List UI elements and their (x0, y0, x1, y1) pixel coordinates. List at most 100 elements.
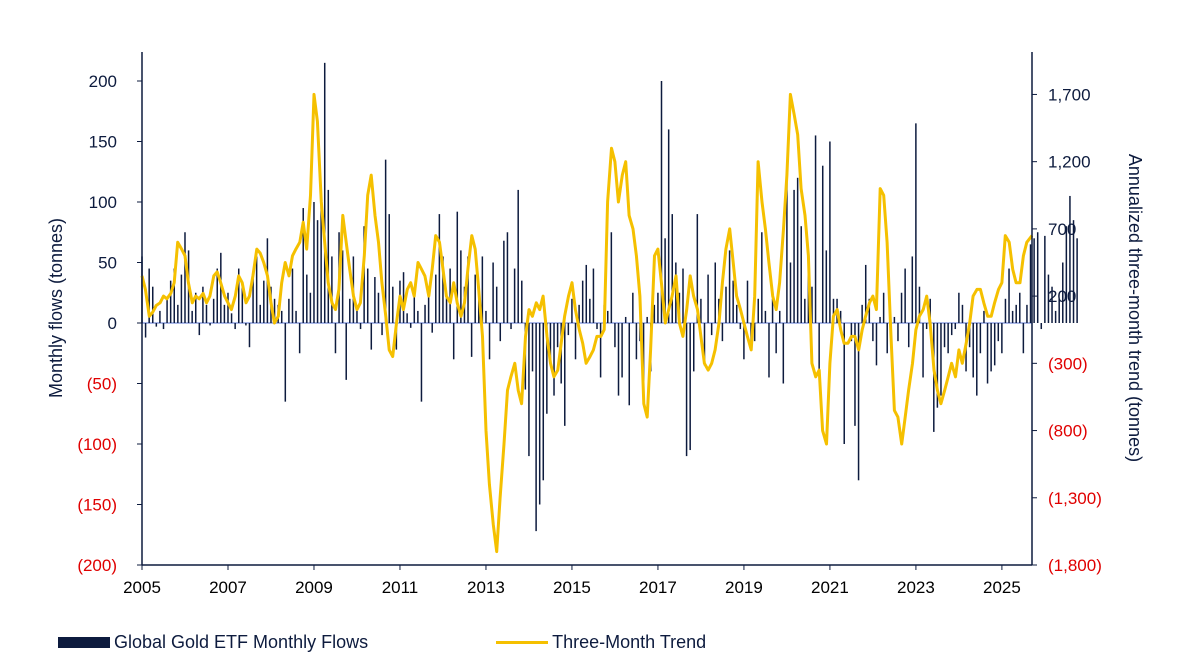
bar (280, 310, 283, 323)
bar (574, 323, 577, 360)
bar (521, 280, 523, 323)
bar (811, 286, 813, 323)
left-tick-label: 150 (89, 133, 117, 152)
bar (162, 323, 165, 330)
bar (388, 214, 390, 323)
bar (882, 292, 885, 323)
bar (628, 323, 631, 406)
bar (782, 323, 785, 384)
bar (954, 323, 957, 330)
bar (295, 310, 297, 323)
bar (288, 298, 290, 323)
bar (979, 323, 982, 354)
bar (252, 274, 254, 323)
bar (209, 323, 211, 326)
bar (327, 189, 330, 323)
bar (420, 323, 423, 402)
bar (1044, 235, 1046, 323)
bar (485, 310, 487, 323)
bar (546, 323, 548, 414)
bar (900, 292, 903, 323)
bar (202, 286, 204, 323)
legend: Global Gold ETF Monthly Flows Three-Mont… (58, 632, 834, 653)
bar (438, 214, 441, 323)
bar (918, 286, 921, 323)
left-tick-label: 100 (89, 193, 117, 212)
bar (356, 310, 358, 323)
bar (1069, 195, 1071, 323)
bar (725, 286, 727, 323)
x-tick-label: 2017 (639, 578, 677, 597)
bar (958, 292, 960, 323)
bar (291, 268, 294, 323)
x-tick-label: 2025 (983, 578, 1021, 597)
bar (513, 268, 516, 323)
bar (435, 274, 437, 323)
bar (875, 323, 878, 366)
bar (205, 304, 208, 323)
bar (245, 323, 247, 326)
bar (761, 232, 763, 323)
bar (223, 304, 226, 323)
legend-swatch-line (496, 641, 549, 644)
bar (248, 323, 251, 348)
bar (495, 286, 498, 323)
bar (599, 323, 602, 378)
bar (728, 250, 731, 323)
x-tick-label: 2015 (553, 578, 591, 597)
bar (907, 323, 910, 348)
bar (703, 323, 706, 366)
y2-axis-title: Annualized three-month trend (tonnes) (1125, 154, 1145, 462)
legend-label-line: Three-Month Trend (552, 632, 707, 652)
bar (614, 323, 616, 348)
bar (474, 274, 476, 323)
bar (1026, 304, 1028, 323)
bar (467, 256, 469, 323)
bar (452, 323, 455, 360)
bar (1001, 323, 1003, 354)
x-tick-label: 2007 (209, 578, 247, 597)
bar (585, 264, 588, 323)
bar (839, 310, 842, 323)
bar (1040, 323, 1043, 330)
bar (212, 298, 215, 323)
right-tick-label: 700 (1048, 220, 1076, 239)
tick-labels: (200) (150) (100) (50) 0 50 100 150 200 (1,800) (1… (77, 72, 1102, 597)
bar (302, 208, 304, 323)
bar (431, 323, 433, 333)
bar (334, 323, 337, 354)
bar (384, 159, 387, 323)
bar (306, 274, 308, 323)
bar (1008, 268, 1010, 323)
right-tick-label: 200 (1048, 287, 1076, 306)
bar (234, 323, 236, 330)
bar (664, 238, 666, 323)
bar (753, 323, 756, 342)
bar (499, 323, 502, 342)
bar (689, 323, 691, 451)
left-tick-label: (200) (77, 556, 117, 575)
x-tick-label: 2019 (725, 578, 763, 597)
bar (427, 296, 430, 323)
bar (460, 250, 462, 323)
bar (793, 189, 795, 323)
right-tick-label: (800) (1048, 422, 1088, 441)
x-tick-label: 2005 (123, 578, 161, 597)
bar (409, 323, 412, 328)
bar (470, 323, 473, 357)
bar (886, 323, 888, 354)
bar (804, 298, 806, 323)
bar (571, 298, 573, 323)
bar (832, 298, 835, 323)
bar (660, 81, 663, 323)
bar (1015, 304, 1017, 323)
bar (972, 323, 974, 378)
bar (316, 220, 319, 323)
bar (492, 262, 494, 323)
bar (857, 323, 860, 481)
x-tick-label: 2013 (467, 578, 505, 597)
bar (850, 323, 853, 342)
bar (1033, 238, 1035, 323)
bar (739, 323, 742, 330)
bar (993, 323, 996, 366)
